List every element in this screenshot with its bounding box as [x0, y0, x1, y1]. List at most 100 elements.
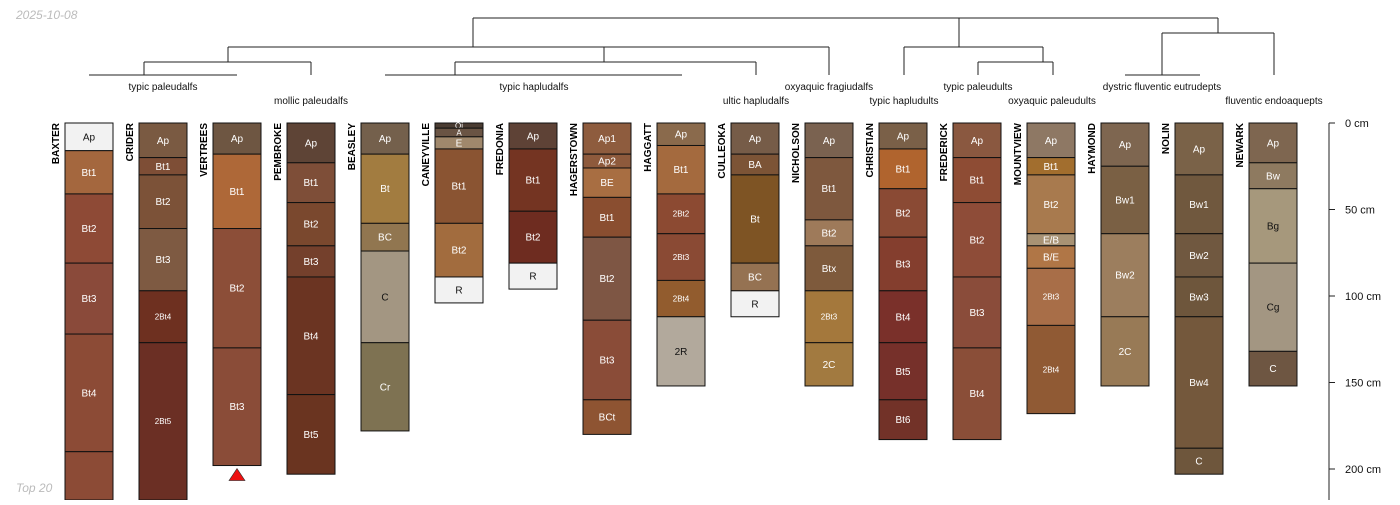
horizon-label: Bt	[380, 184, 390, 195]
horizon-block	[1174, 174, 1224, 235]
horizon-block	[730, 122, 780, 155]
horizon-block	[656, 144, 706, 195]
horizon-block	[1248, 188, 1298, 264]
horizon-block	[1026, 267, 1076, 326]
horizon-label: Cg	[1267, 303, 1280, 314]
horizon-label: Ap	[231, 134, 244, 145]
horizon-block	[138, 122, 188, 159]
horizon-block	[878, 342, 928, 401]
horizon-block	[286, 122, 336, 164]
horizon-label: 2Bt2	[673, 210, 690, 219]
horizon-label: Ap	[527, 131, 540, 142]
horizon-block	[138, 290, 188, 344]
profile-name: CANEYVILLE	[421, 123, 432, 187]
horizon-label: Bt3	[599, 356, 614, 367]
horizon-label: Bt3	[969, 308, 984, 319]
horizon-block	[952, 347, 1002, 441]
horizon-label: Bt5	[895, 367, 910, 378]
horizon-label: 2Bt5	[155, 417, 172, 426]
group-label: typic paleudults	[944, 82, 1013, 93]
horizon-label: Bt1	[969, 176, 984, 187]
horizon-block	[286, 162, 336, 204]
horizon-label: Ap	[305, 138, 318, 149]
horizon-label: R	[455, 285, 462, 296]
horizon-block	[582, 122, 632, 155]
horizon-block	[212, 122, 262, 155]
horizon-label: R	[751, 299, 758, 310]
horizon-block	[804, 342, 854, 387]
horizon-label: Bw	[1266, 171, 1281, 182]
horizon-block	[1248, 262, 1298, 352]
horizon-label: Ap	[971, 136, 984, 147]
profile-name: CHRISTIAN	[865, 123, 876, 177]
horizon-block	[360, 250, 410, 344]
profile-name: NICHOLSON	[791, 123, 802, 183]
horizon-label: BA	[748, 160, 762, 171]
horizon-block	[1174, 276, 1224, 318]
horizon-label: Bt6	[895, 415, 910, 426]
horizon-label: Bt2	[525, 233, 540, 244]
horizon-label: Ap	[1045, 136, 1058, 147]
date-stamp: 2025-10-08	[16, 8, 78, 22]
profile-name: VERTREES	[199, 123, 210, 177]
horizon-label: Bt1	[155, 162, 170, 173]
horizon-block	[730, 174, 780, 264]
horizon-block	[952, 202, 1002, 278]
horizon-label: 2Bt3	[673, 253, 690, 262]
horizon-label: 2C	[823, 360, 836, 371]
group-label: typic hapludults	[870, 96, 939, 107]
horizon-label: Bw1	[1115, 195, 1135, 206]
horizon-label: Bt2	[895, 208, 910, 219]
horizon-label: R	[529, 272, 536, 283]
horizon-label: Bt1	[821, 184, 836, 195]
depth-axis-label: 0 cm	[1345, 118, 1369, 130]
horizon-block	[1100, 122, 1150, 167]
horizon-block	[508, 262, 558, 290]
horizon-label: C	[381, 292, 388, 303]
horizon-label: Ap	[1267, 138, 1280, 149]
horizon-block	[1174, 122, 1224, 176]
horizon-label: Cr	[380, 382, 391, 393]
group-label: mollic paleudalfs	[274, 96, 348, 107]
horizon-block	[1248, 350, 1298, 387]
horizon-block	[878, 399, 928, 441]
horizon-label: Bt2	[1043, 200, 1058, 211]
depth-axis-label: 150 cm	[1345, 378, 1381, 390]
horizon-label: Bt3	[81, 294, 96, 305]
horizon-block	[878, 148, 928, 190]
horizon-label: Ap	[379, 134, 392, 145]
horizon-block	[804, 219, 854, 247]
group-label: typic hapludalfs	[500, 82, 569, 93]
horizon-label: Bt2	[303, 220, 318, 231]
horizon-label: Bt2	[821, 228, 836, 239]
horizon-label: B/E	[1043, 253, 1059, 264]
horizon-label: Ap	[157, 136, 170, 147]
horizon-block	[508, 210, 558, 264]
horizon-label: Bt3	[895, 259, 910, 270]
profile-name: FREDERICK	[939, 122, 950, 181]
group-label: oxyaquic paleudults	[1008, 96, 1096, 107]
horizon-label: Bw2	[1189, 251, 1209, 262]
horizon-label: Bt2	[969, 235, 984, 246]
horizon-block	[1026, 324, 1076, 415]
horizon-label: Bt2	[155, 197, 170, 208]
horizon-block	[212, 228, 262, 349]
profile-name: HAYMOND	[1087, 123, 1098, 174]
profile-name: CRIDER	[125, 122, 136, 161]
horizon-block	[212, 153, 262, 230]
depth-axis-label: 50 cm	[1345, 205, 1375, 217]
horizon-label: Ap	[675, 130, 688, 141]
horizon-block	[1174, 316, 1224, 449]
horizon-label: Bt1	[599, 213, 614, 224]
horizon-block	[730, 290, 780, 318]
horizon-block	[138, 228, 188, 292]
horizon-label: Bw2	[1115, 271, 1135, 282]
horizon-label: Oi	[455, 121, 463, 130]
horizon-label: Bw3	[1189, 292, 1209, 303]
horizon-block	[360, 342, 410, 432]
horizon-label: Bt1	[1043, 162, 1058, 173]
horizon-block	[878, 290, 928, 344]
horizon-label: Bt1	[303, 178, 318, 189]
horizon-block	[582, 319, 632, 401]
